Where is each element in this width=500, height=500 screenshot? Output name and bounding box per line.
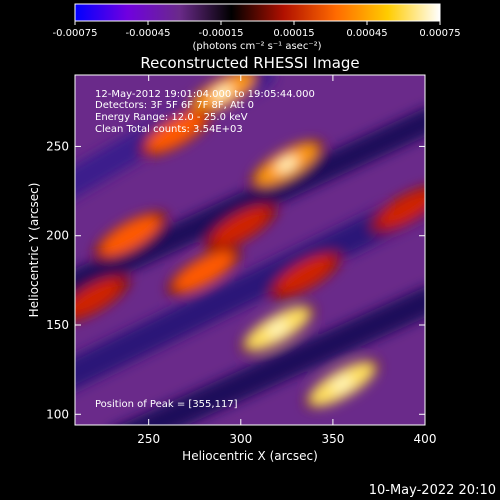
heatmap-blob-core <box>211 84 234 101</box>
detectors-annotation: Detectors: 3F 5F 6F 7F 8F, Att 0 <box>95 100 254 111</box>
colorbar-tick-label: 0.00075 <box>419 28 460 39</box>
peak-position-annotation: Position of Peak = [355,117] <box>95 399 238 410</box>
heatmap-band <box>75 185 425 390</box>
x-axis-label: Heliocentric X (arcsec) <box>182 449 318 463</box>
x-tick-label: 250 <box>137 432 160 446</box>
colorbar-tick-label: -0.00045 <box>126 28 171 39</box>
y-tick-label: 100 <box>46 407 69 421</box>
heatmap-band <box>119 287 425 425</box>
heatmap-blob <box>276 256 334 294</box>
heatmap-blob <box>75 279 122 317</box>
heatmap-blob-core <box>276 156 298 173</box>
time-range-annotation: 12-May-2012 19:01:04.000 to 19:05:44.000 <box>95 89 315 100</box>
heatmap-image <box>75 75 425 425</box>
colorbar-ticks: -0.00075 -0.00045 -0.00015 0.00015 0.00045 0.… <box>53 21 461 39</box>
y-axis-ticks: 100 150 200 250 <box>46 139 425 421</box>
colorbar-unit-label: (photons cm⁻² s⁻¹ asec⁻²) <box>192 41 321 52</box>
x-tick-label: 400 <box>414 432 437 446</box>
colorbar-tick-label: 0.00045 <box>346 28 387 39</box>
heatmap-blob <box>173 251 235 292</box>
y-tick-label: 200 <box>46 229 69 243</box>
plot-frame <box>74 74 426 426</box>
heatmap-blob <box>100 215 160 256</box>
x-tick-label: 300 <box>229 432 252 446</box>
clean-counts-annotation: Clean Total counts: 3.54E+03 <box>95 124 243 135</box>
image-annotations: 12-May-2012 19:01:04.000 to 19:05:44.000… <box>95 89 315 410</box>
colorbar <box>75 4 440 21</box>
heatmap-blob <box>379 190 425 228</box>
heatmap-blob-core <box>331 375 353 392</box>
colorbar-tick-label: -0.00015 <box>199 28 244 39</box>
heatmap-band <box>75 108 425 298</box>
heatmap-blob <box>147 112 206 152</box>
colorbar-tick-label: 0.00015 <box>273 28 314 39</box>
colorbar-tick-label: -0.00075 <box>53 28 98 39</box>
y-axis-label: Heliocentric Y (arcsec) <box>27 183 41 318</box>
x-tick-label: 350 <box>321 432 344 446</box>
colorbar-frame <box>74 3 441 22</box>
chart-title: Reconstructed RHESSI Image <box>140 54 359 72</box>
footer-timestamp: 10-May-2022 20:10 <box>369 483 496 498</box>
x-axis-ticks: 250 300 350 400 <box>137 75 436 446</box>
heatmap-blob <box>212 207 270 246</box>
heatmap-blob-core <box>266 320 289 337</box>
y-tick-label: 250 <box>46 139 69 153</box>
y-tick-label: 150 <box>46 318 69 332</box>
energy-range-annotation: Energy Range: 12.0 - 25.0 keV <box>95 112 248 123</box>
